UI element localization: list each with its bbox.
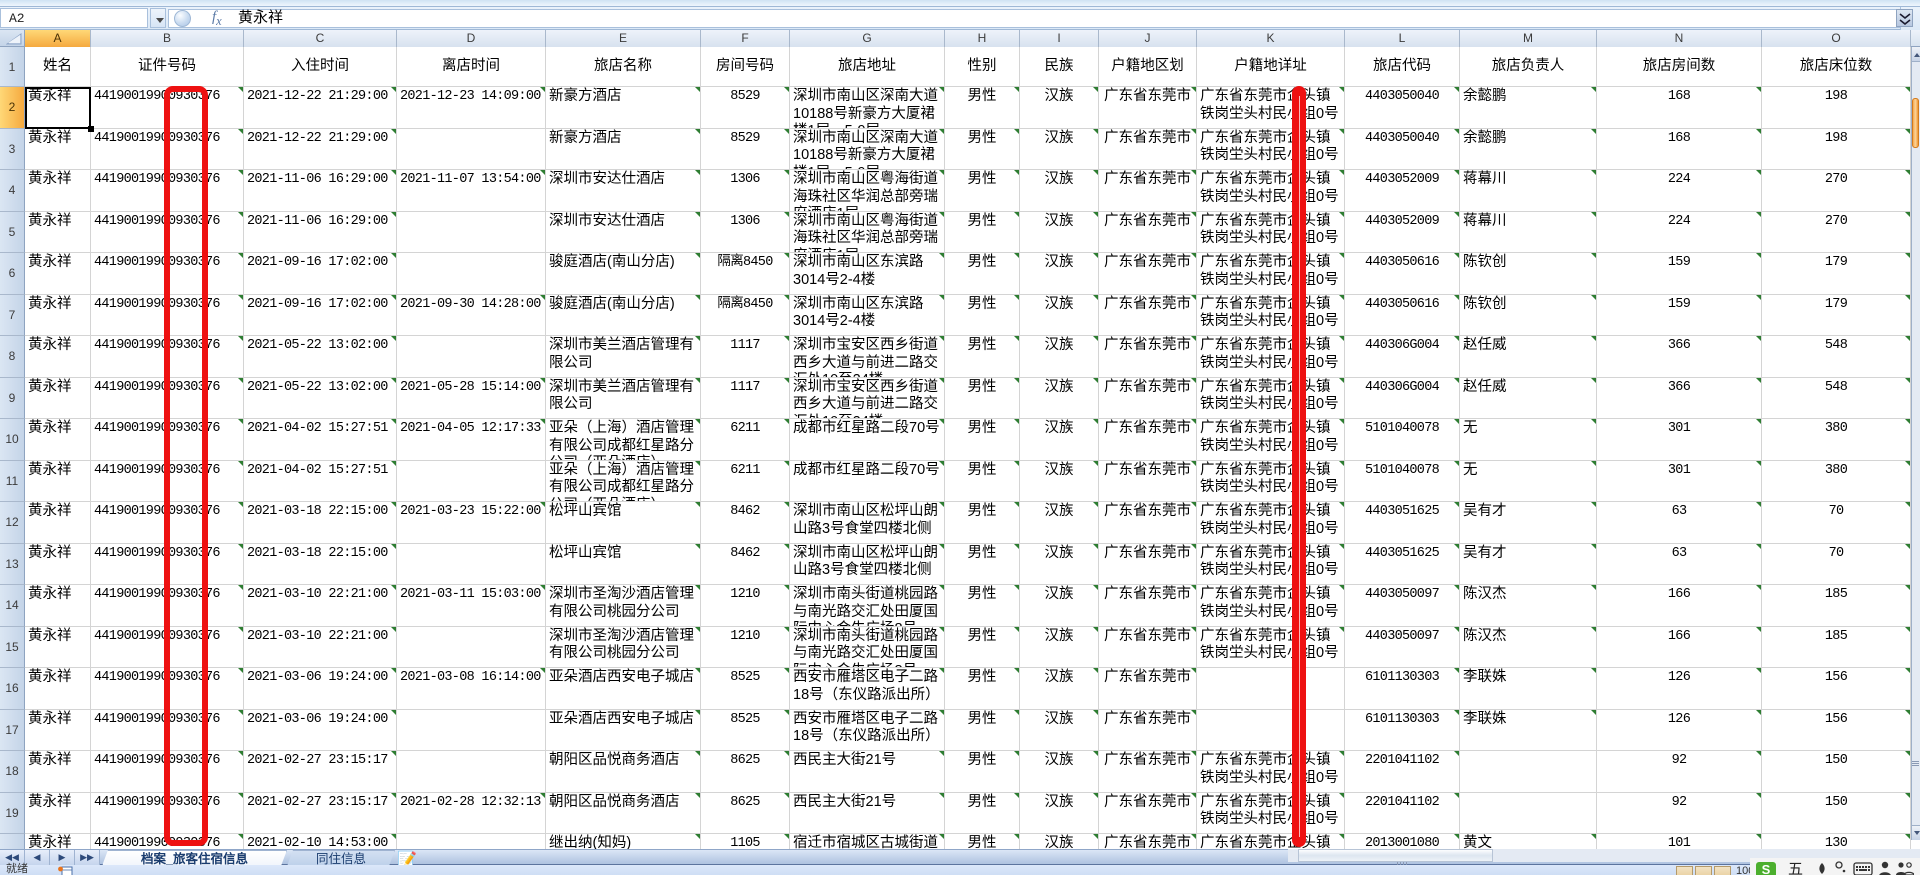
svg-text:五: 五	[1788, 861, 1803, 875]
svg-text:S: S	[1762, 862, 1771, 875]
